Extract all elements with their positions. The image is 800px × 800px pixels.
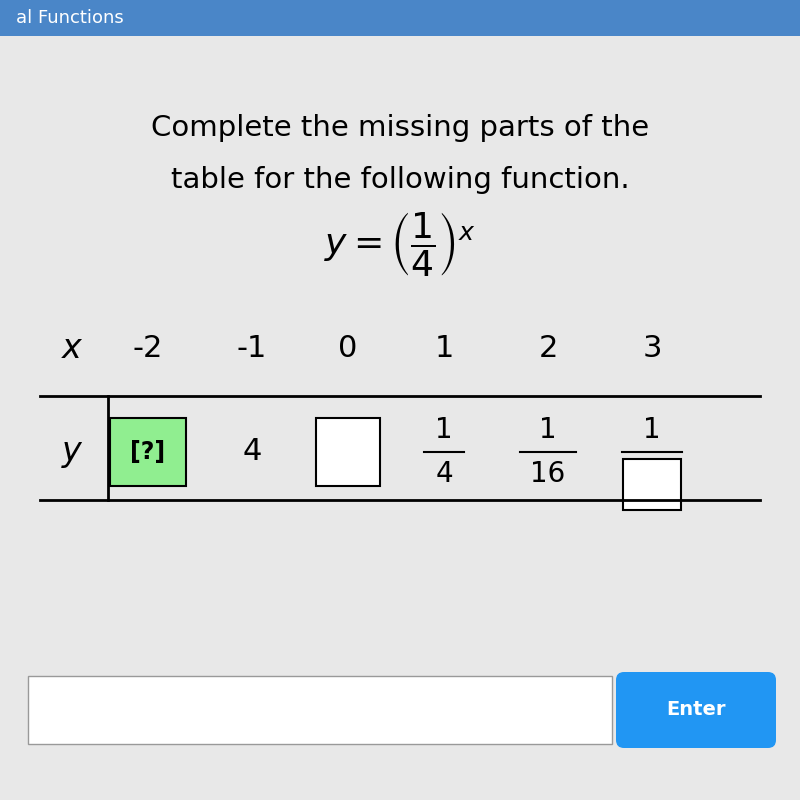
Text: Complete the missing parts of the: Complete the missing parts of the xyxy=(151,114,649,142)
Text: 1: 1 xyxy=(539,416,557,443)
Text: Enter: Enter xyxy=(666,700,726,719)
Text: 1: 1 xyxy=(643,416,661,443)
Text: 1: 1 xyxy=(435,416,453,443)
Text: 4: 4 xyxy=(435,461,453,488)
Text: -2: -2 xyxy=(133,334,163,362)
Text: [?]: [?] xyxy=(130,440,166,464)
Text: table for the following function.: table for the following function. xyxy=(170,166,630,194)
FancyBboxPatch shape xyxy=(110,418,186,486)
Text: 1: 1 xyxy=(434,334,454,362)
Text: 2: 2 xyxy=(538,334,558,362)
Text: x: x xyxy=(62,331,82,365)
FancyBboxPatch shape xyxy=(616,672,776,748)
Text: 0: 0 xyxy=(338,334,358,362)
Text: -1: -1 xyxy=(237,334,267,362)
Text: 16: 16 xyxy=(530,461,566,488)
FancyBboxPatch shape xyxy=(623,459,681,510)
Text: y: y xyxy=(62,435,82,469)
FancyBboxPatch shape xyxy=(28,676,612,744)
Text: 4: 4 xyxy=(242,438,262,466)
Text: al Functions: al Functions xyxy=(16,9,124,27)
Text: $y = \left(\dfrac{1}{4}\right)^x$: $y = \left(\dfrac{1}{4}\right)^x$ xyxy=(324,210,476,278)
Text: 3: 3 xyxy=(642,334,662,362)
FancyBboxPatch shape xyxy=(316,418,380,486)
Bar xyxy=(0,0,800,36)
